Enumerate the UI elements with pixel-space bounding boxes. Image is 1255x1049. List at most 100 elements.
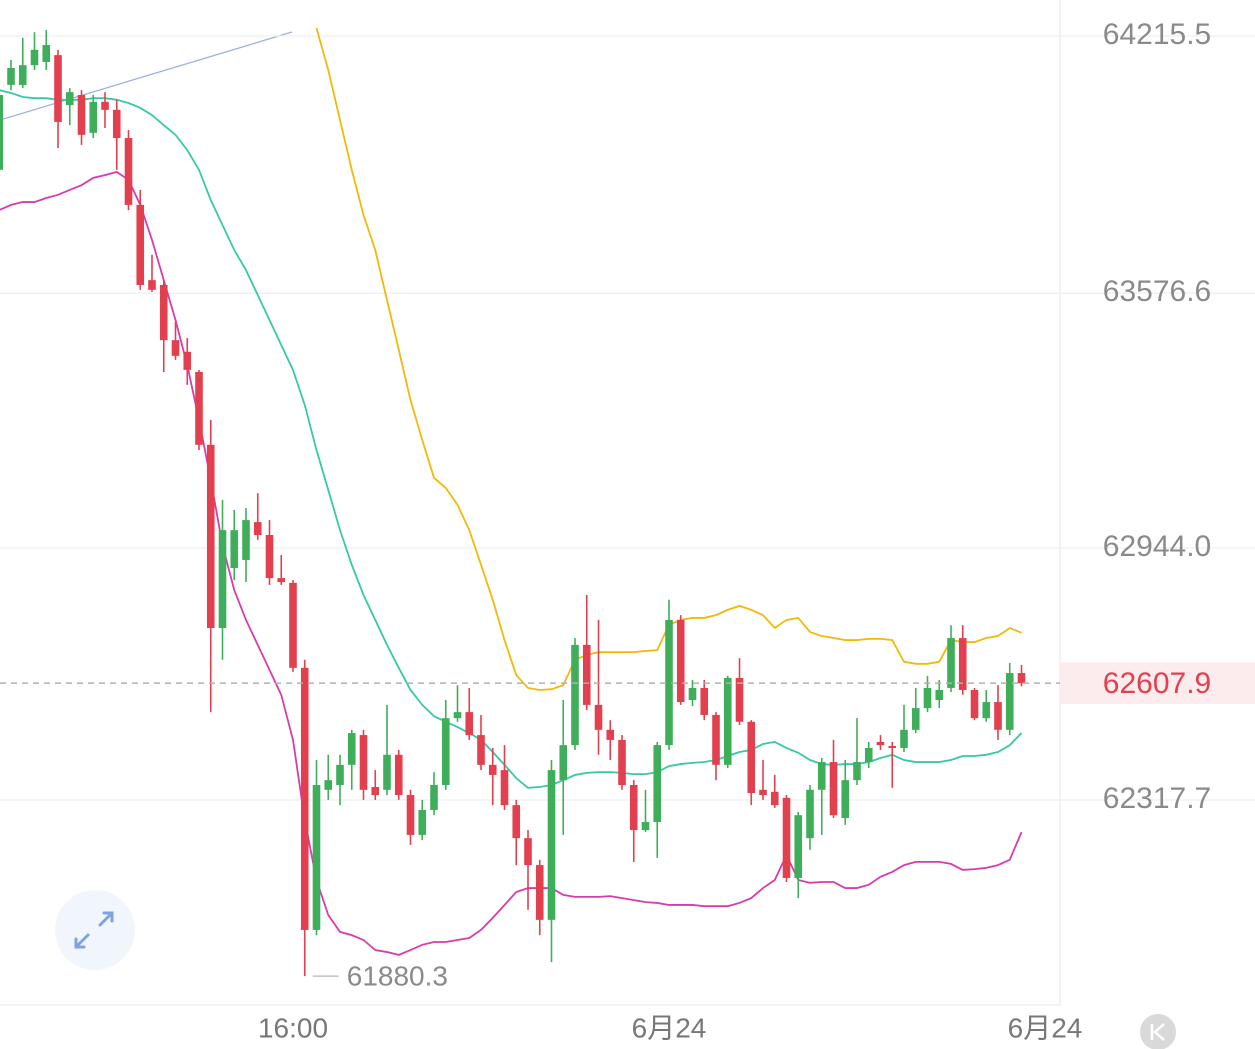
low-marker-label: 61880.3 [347,960,448,991]
candle-body [829,762,838,816]
candle-body [289,582,297,668]
candle-body [42,45,51,62]
candle-body [1017,673,1026,684]
candle-body [618,739,626,785]
candle-body [712,714,720,765]
candle-body [230,530,239,568]
candle-body [629,784,638,831]
candle-body [594,704,603,730]
candle-body [700,687,709,715]
candle-body [947,638,955,688]
candle-body [535,865,544,920]
y-tick-label: 63576.6 [1103,275,1211,308]
candle-body [183,351,192,370]
candle-body [277,578,286,583]
candle-body [794,815,803,878]
y-tick-label: 62317.7 [1103,782,1211,815]
candle-body [0,94,4,170]
y-tick-label: 62944.0 [1103,530,1211,563]
candle-body [300,667,309,930]
candle-body [571,644,579,746]
candle-body [853,762,861,781]
band-line [0,170,1023,956]
expand-button-bg[interactable] [55,890,135,970]
candle-body [347,733,356,765]
candle-body [265,534,274,579]
x-tick-label: 6月24 [632,1012,707,1043]
candle-body [994,702,1002,730]
candle-body [806,789,814,839]
candle-body [547,770,556,920]
candle-body [65,92,74,106]
candle-body [30,49,39,66]
candle-body [54,55,62,122]
candle-body [1005,673,1014,730]
scroll-button[interactable] [1140,1014,1176,1049]
candle-body [18,65,27,85]
candle-body [524,838,532,866]
candle-body [935,689,944,701]
candle-body [171,340,180,356]
candle-body [406,795,415,835]
trend-line [0,31,293,121]
candle-body [89,101,98,133]
last-price-label: 62607.9 [1103,667,1211,700]
plot [0,27,1060,977]
candle-body [688,687,697,701]
candle-body [512,805,521,839]
candle-body [900,729,908,748]
candle-body [430,784,438,810]
candle-body [665,619,673,746]
candle-body [7,67,15,85]
candle-body [136,204,145,285]
candle-body [148,280,156,290]
candle-body [218,530,227,628]
scroll-icon[interactable] [1150,1023,1165,1041]
candle-body [759,789,767,796]
candle-body [465,712,474,736]
expand-button[interactable] [55,890,135,970]
candle-body [559,745,568,781]
candle-body [641,822,650,831]
candle-body [418,809,427,835]
last-price-bg [1060,662,1255,705]
band-line [0,89,1023,789]
candle-body [488,764,497,775]
candle-body [371,787,380,796]
candle-body [864,747,873,763]
candle-body [242,520,250,560]
candle-body [159,284,168,341]
candle-body [500,770,509,806]
candle-body [923,687,932,709]
candle-body [606,729,615,740]
candle-body [582,644,591,705]
y-tick-label: 64215.5 [1103,18,1211,51]
x-tick-label: 6月24 [1008,1012,1083,1043]
candle-body [817,762,826,790]
candle-body [782,797,791,878]
candle-body [124,138,133,205]
candle-body [841,780,850,819]
candle-body [383,754,391,790]
candle-body [112,109,121,139]
expand-icon[interactable] [74,911,114,949]
candle-body [394,754,403,796]
candle-body [747,721,756,794]
candle-body [312,784,321,930]
candle-body [477,735,485,765]
labels: 62317.7 62944.0 63576.6 64215.5 16:00 6月24 6月2… [258,18,1255,1043]
candle-body [441,718,450,785]
candle-body [888,745,897,748]
candle-body [359,735,368,790]
candle-body [336,764,344,785]
candle-body [982,702,991,719]
candle-body [676,619,685,703]
scroll-button-bg[interactable] [1140,1014,1176,1049]
candle-body [324,780,333,790]
candle-body [653,745,662,823]
candle-body [453,712,462,719]
candle-body [253,522,262,535]
candle-body [876,741,885,746]
